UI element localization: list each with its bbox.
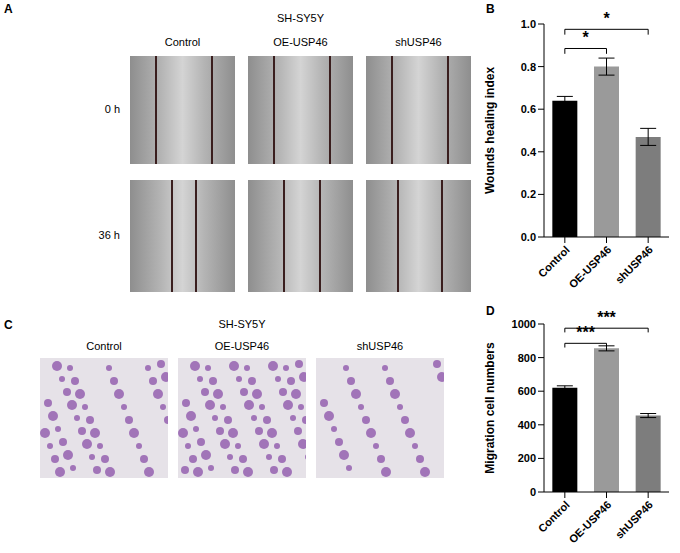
svg-text:1.0: 1.0 — [521, 18, 536, 30]
svg-text:1000: 1000 — [512, 318, 536, 330]
html-text:C: C — [4, 318, 13, 332]
svg-text:0.0: 0.0 — [521, 231, 536, 243]
html-text:SH-SY5Y: SH-SY5Y — [277, 12, 324, 24]
html-text:B: B — [486, 2, 495, 16]
svg-text:*: * — [583, 29, 590, 46]
svg-text:200: 200 — [518, 452, 536, 464]
svg-text:Migration cell numbers: Migration cell numbers — [483, 342, 497, 474]
svg-text:0: 0 — [530, 486, 536, 498]
svg-text:shUSP46: shUSP46 — [613, 243, 655, 285]
html-text:shUSP46: shUSP46 — [395, 36, 442, 48]
html-text:SH-SY5Y: SH-SY5Y — [218, 318, 266, 330]
svg-text:***: *** — [597, 309, 616, 326]
svg-text:OE-USP46: OE-USP46 — [566, 498, 613, 545]
html-text:D: D — [486, 304, 495, 318]
svg-text:***: *** — [576, 324, 595, 341]
html-text:OE-USP46: OE-USP46 — [214, 340, 270, 352]
svg-text:0.6: 0.6 — [521, 103, 536, 115]
html-text:A: A — [4, 2, 13, 16]
svg-text:Control: Control — [536, 243, 572, 279]
html-text:Control: Control — [86, 340, 122, 352]
svg-text:800: 800 — [518, 352, 536, 364]
html-text:0 h: 0 h — [104, 103, 120, 115]
html-text:Control: Control — [164, 36, 201, 48]
svg-text:400: 400 — [518, 419, 536, 431]
svg-text:0.8: 0.8 — [521, 61, 536, 73]
svg-text:600: 600 — [518, 385, 536, 397]
svg-text:Control: Control — [536, 498, 572, 534]
html-text:shUSP46: shUSP46 — [356, 340, 404, 352]
svg-text:Wounds healing index: Wounds healing index — [483, 67, 497, 194]
svg-text:OE-USP46: OE-USP46 — [566, 243, 613, 290]
svg-text:0.4: 0.4 — [521, 146, 537, 158]
html-text:OE-USP46: OE-USP46 — [273, 36, 328, 48]
svg-text:shUSP46: shUSP46 — [613, 498, 655, 540]
html-text:36 h: 36 h — [98, 229, 120, 241]
svg-text:*: * — [603, 10, 610, 27]
svg-text:0.2: 0.2 — [521, 188, 536, 200]
